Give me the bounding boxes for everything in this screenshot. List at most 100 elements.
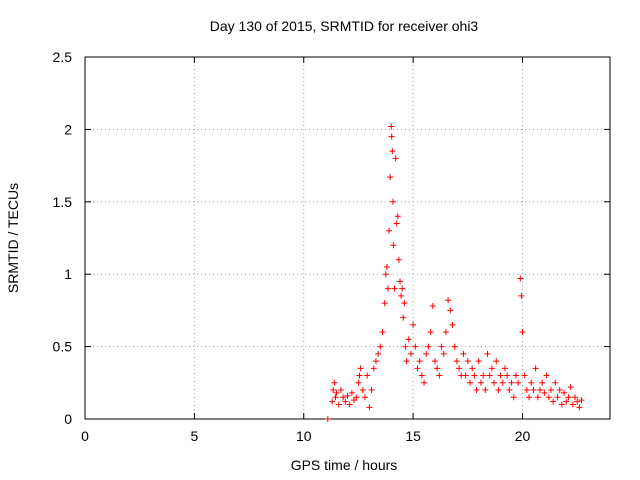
data-point [372,358,379,365]
data-point [530,387,537,394]
y-tick-label: 2 [64,121,72,137]
data-point [539,379,546,386]
data-point [359,387,366,394]
data-point [418,372,425,379]
data-point [574,398,581,405]
data-point [353,394,360,401]
data-point [515,379,522,386]
data-point [414,365,421,372]
data-point [348,389,355,396]
data-point [469,365,476,372]
data-point [438,343,445,350]
data-point [405,336,412,343]
data-point [397,278,403,285]
data-point [377,343,384,350]
data-point [563,398,570,405]
data-point [447,307,454,314]
y-tick-label: 0 [64,411,72,427]
data-point [572,394,578,401]
data-point [344,392,351,399]
data-point [462,372,469,379]
plot-frame [84,56,611,420]
data-point [486,372,493,379]
data-point [368,387,375,394]
data-point [449,321,456,328]
data-point [532,365,539,372]
data-point [381,300,388,307]
data-point [401,300,408,307]
x-tick-label: 0 [81,428,89,444]
data-point [456,365,463,372]
data-point [545,394,552,401]
data-point [416,358,423,365]
data-point [484,350,491,357]
data-point [477,379,484,386]
data-point [504,372,511,379]
data-point [547,387,554,394]
data-point [375,350,382,357]
data-point [491,379,498,386]
data-point [436,372,443,379]
data-points [324,123,585,422]
data-point [398,292,405,299]
data-point [475,358,482,365]
data-point [423,350,430,357]
data-point [356,372,363,379]
data-point [434,365,441,372]
data-point [355,379,362,386]
data-point [561,389,568,396]
data-point [332,394,339,401]
data-point [506,387,513,394]
data-point [333,389,340,396]
data-point [391,285,398,292]
data-point [576,404,583,411]
data-point [523,387,530,394]
data-point [402,343,409,350]
data-point [565,394,572,401]
data-point [497,372,504,379]
data-point [388,133,395,140]
data-point [410,321,417,328]
data-point [395,256,402,263]
data-point [552,379,559,386]
y-tick-label: 0.5 [53,339,73,355]
data-point [550,398,557,405]
data-point [554,394,561,401]
data-point [517,275,524,282]
data-point [393,220,400,227]
data-point [403,358,410,365]
data-point [543,372,550,379]
data-point [429,303,436,310]
data-point [383,263,390,270]
data-point [537,387,543,394]
data-point [390,242,397,249]
data-point [366,404,373,411]
data-point [556,387,563,394]
data-point [389,148,396,155]
data-point [471,372,478,379]
data-point [427,329,434,336]
data-point [399,285,406,292]
data-point [578,397,585,404]
x-tick-label: 10 [296,428,312,444]
data-point [512,372,519,379]
data-point [394,213,401,220]
data-point [460,350,467,357]
data-point [390,198,396,205]
data-point [388,123,395,130]
data-point [335,401,342,408]
data-point [534,394,541,401]
data-point [495,387,502,394]
data-point [412,343,419,350]
data-point [384,285,391,292]
grid-lines [85,57,610,419]
y-tick-label: 1 [64,266,72,282]
data-point [510,394,517,401]
data-point [425,343,432,350]
data-point [329,398,336,405]
data-point [453,358,460,365]
data-point [519,329,526,336]
data-point [480,372,487,379]
data-point [493,358,500,365]
data-point [364,372,371,379]
